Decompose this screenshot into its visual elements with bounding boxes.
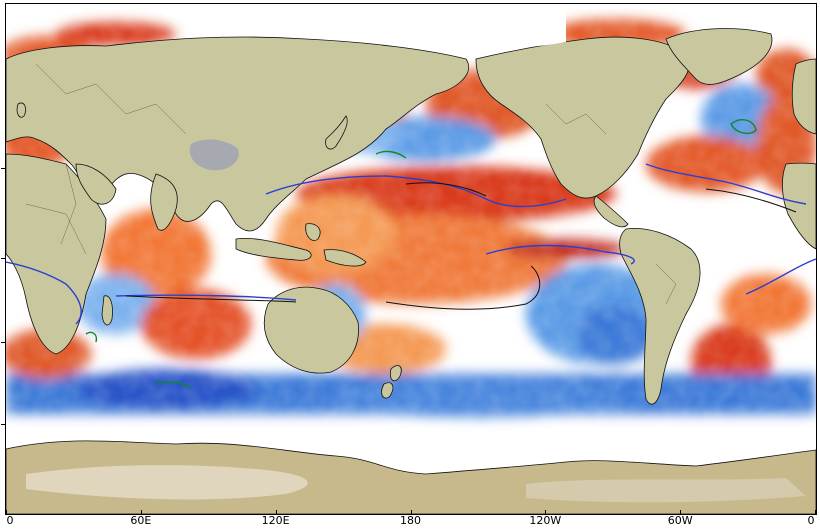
- x-tick-mark: [545, 510, 547, 515]
- x-tick-label: 180: [400, 514, 421, 527]
- contours-green: [85, 119, 757, 389]
- x-tick-mark: [680, 510, 682, 515]
- x-tick-mark: [815, 510, 816, 515]
- x-tick-label: 120E: [261, 514, 290, 527]
- continents: [6, 28, 816, 405]
- arctic-ice: [156, 4, 566, 48]
- x-tick-mark: [275, 510, 277, 515]
- world-map: [5, 3, 817, 515]
- contours-blue: [6, 163, 816, 325]
- x-tick-mark: [140, 510, 142, 515]
- left-tick-3: [1, 342, 5, 343]
- x-tick-mark: [6, 510, 7, 515]
- left-tick-4: [1, 424, 5, 425]
- x-tick-label: 0: [807, 514, 815, 527]
- left-tick-1: [1, 168, 5, 169]
- country-borders: [25, 63, 677, 305]
- anomaly-map-svg: [6, 4, 816, 514]
- x-tick-label: 120W: [529, 514, 562, 527]
- x-tick-label: 60E: [130, 514, 152, 527]
- contours-black: [125, 182, 797, 310]
- x-tick-mark: [410, 510, 412, 515]
- left-tick-2: [1, 258, 5, 259]
- x-tick-label: 0: [6, 514, 14, 527]
- tibet-plateau: [189, 139, 239, 171]
- x-tick-label: 60W: [667, 514, 693, 527]
